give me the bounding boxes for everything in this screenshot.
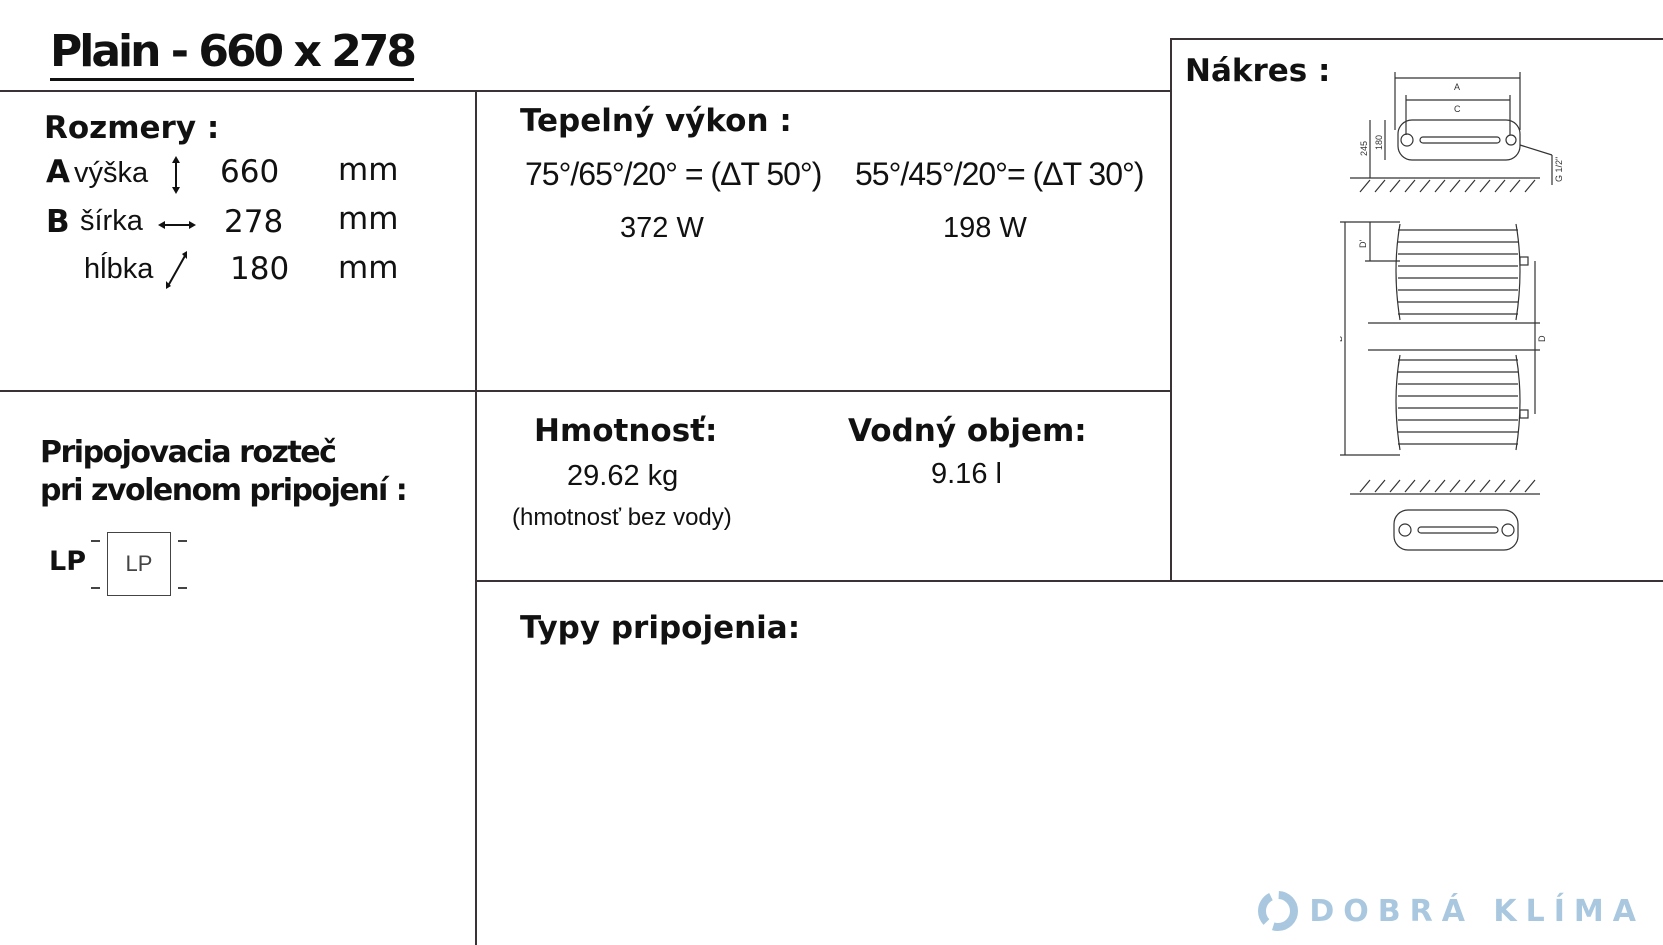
water-volume-value: 9.16 l: [931, 458, 1002, 490]
drawing-label-thread: G 1/2": [1554, 157, 1564, 182]
connection-tick: [91, 540, 100, 542]
connection-type-label: LP: [49, 546, 86, 577]
brand-swirl-icon: [1258, 891, 1299, 931]
drawing-label-d: D: [1537, 335, 1547, 342]
dim-value: 660: [220, 154, 280, 190]
divider: [0, 90, 1170, 92]
dim-value: 278: [224, 204, 284, 240]
weight-value: 29.62 kg: [567, 460, 679, 492]
weight-note: (hmotnosť bez vody): [512, 504, 732, 531]
connection-heading: pri zvolenom pripojení :: [40, 473, 408, 508]
divider: [1170, 38, 1172, 581]
brand-logo: DOBRÁ KLÍMA: [1257, 890, 1645, 932]
dim-label: hĺbka: [84, 253, 154, 285]
divider: [1170, 38, 1663, 40]
weight-heading: Hmotnosť:: [534, 413, 718, 449]
heat-output-value: 372 W: [620, 212, 704, 244]
radiator-technical-drawing: A C 245 180 G 1/2" B D D': [1340, 72, 1564, 551]
connection-tick: [91, 587, 100, 589]
page-title: Plain - 660 x 278: [50, 26, 417, 81]
dim-unit: mm: [338, 250, 399, 286]
dimensions-heading: Rozmery :: [44, 110, 220, 146]
dim-letter: A: [46, 154, 70, 190]
divider: [475, 90, 477, 945]
connection-tick: [178, 587, 187, 589]
diagonal-arrow-icon: [166, 251, 187, 289]
dim-unit: mm: [338, 152, 399, 188]
condition-label: 75°/65°/20° = (ΔT 50°): [525, 156, 822, 192]
drawing-label-d-prime: D': [1358, 240, 1368, 248]
drawing-label-180: 180: [1374, 135, 1384, 150]
drawing-label-a: A: [1454, 82, 1460, 92]
dim-value: 180: [230, 251, 290, 287]
heat-output-heading: Tepelný výkon :: [520, 103, 792, 139]
condition-label: 55°/45°/20°= (ΔT 30°): [855, 156, 1144, 192]
drawing-heading: Nákres :: [1185, 53, 1331, 89]
drawing-label-c: C: [1454, 104, 1461, 114]
divider: [0, 390, 1170, 392]
heat-output-value: 198 W: [943, 212, 1027, 244]
vertical-arrow-icon: [172, 156, 180, 194]
dim-unit: mm: [338, 201, 399, 237]
water-volume-heading: Vodný objem:: [848, 413, 1087, 449]
connection-heading: Pripojovacia rozteč: [40, 435, 337, 470]
horizontal-arrow-icon: [158, 221, 196, 229]
connection-tick: [178, 540, 187, 542]
connection-diagram-box: LP: [107, 532, 171, 596]
drawing-label-245: 245: [1359, 141, 1369, 156]
drawing-label-b: B: [1340, 336, 1344, 342]
dim-label: šírka: [80, 205, 143, 237]
dim-letter: B: [46, 204, 70, 240]
divider: [475, 580, 1663, 582]
dim-label: výška: [74, 157, 149, 189]
brand-name: DOBRÁ KLÍMA: [1309, 893, 1645, 929]
connection-types-heading: Typy pripojenia:: [520, 610, 801, 646]
